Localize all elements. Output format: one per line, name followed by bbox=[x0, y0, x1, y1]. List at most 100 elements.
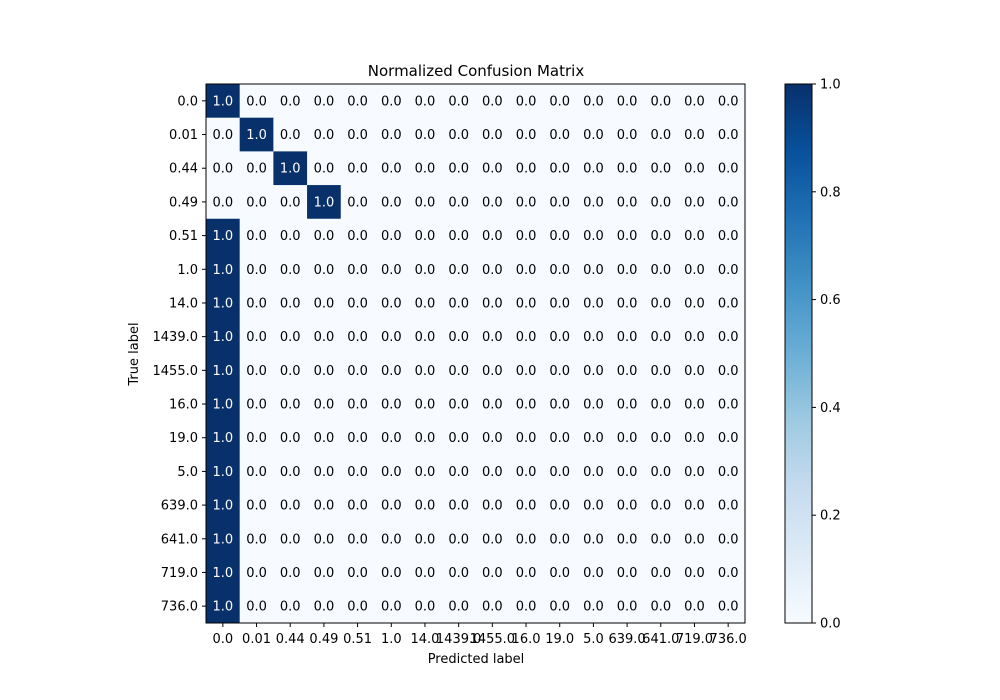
heatmap-cell bbox=[340, 521, 375, 557]
heatmap-cell-label: 0.0 bbox=[718, 431, 739, 446]
heatmap-cell-label: 0.0 bbox=[516, 296, 537, 311]
heatmap-cell bbox=[340, 488, 375, 523]
heatmap-cell bbox=[677, 252, 712, 287]
heatmap-cell-label: 0.0 bbox=[583, 229, 604, 244]
chart-title: Normalized Confusion Matrix bbox=[368, 62, 585, 80]
heatmap-cell-label: 0.0 bbox=[381, 364, 402, 379]
heatmap-cell-label: 0.0 bbox=[280, 94, 301, 109]
heatmap-cell bbox=[677, 589, 712, 624]
heatmap-cell bbox=[374, 151, 409, 186]
heatmap-cell bbox=[677, 218, 712, 253]
heatmap-cell-label: 0.0 bbox=[516, 330, 537, 345]
heatmap-cell-label: 0.0 bbox=[381, 296, 402, 311]
heatmap-cell bbox=[475, 218, 510, 253]
heatmap-cell-label: 0.0 bbox=[684, 263, 705, 278]
heatmap-cell bbox=[441, 286, 476, 321]
heatmap-cell bbox=[576, 319, 611, 354]
heatmap-cell bbox=[307, 319, 342, 354]
y-tick-label: 16.0 bbox=[169, 398, 198, 413]
heatmap-cell-label: 0.0 bbox=[583, 431, 604, 446]
y-tick-label: 0.49 bbox=[169, 195, 198, 210]
heatmap-cell bbox=[542, 420, 578, 456]
heatmap-cell bbox=[307, 420, 342, 456]
heatmap-cell bbox=[509, 218, 544, 253]
heatmap-cell-labels: 1.0 0.0 0.0 0.0 0.0 0.0 0.0 0.0 0.0 0.0 0.0 0.0 0.0 0… bbox=[213, 94, 739, 614]
heatmap-cell-label: 0.0 bbox=[617, 195, 638, 210]
heatmap-cell bbox=[475, 420, 510, 456]
heatmap-cell bbox=[273, 252, 308, 287]
x-tick-label: 1455.0 bbox=[470, 632, 516, 647]
heatmap-cell bbox=[206, 319, 241, 354]
heatmap-cell-label: 1.0 bbox=[314, 195, 335, 210]
heatmap-cell-label: 0.0 bbox=[448, 195, 469, 210]
heatmap-cell bbox=[509, 420, 544, 456]
y-tick-label: 5.0 bbox=[177, 465, 198, 480]
heatmap-cell-label: 0.0 bbox=[415, 566, 436, 581]
heatmap-cell-label: 0.0 bbox=[718, 296, 739, 311]
heatmap-cell-label: 0.0 bbox=[718, 128, 739, 143]
heatmap-cell bbox=[239, 117, 274, 152]
heatmap-cell bbox=[441, 185, 476, 220]
x-tick-label: 19.0 bbox=[545, 632, 574, 647]
heatmap-cell-label: 0.0 bbox=[718, 465, 739, 480]
heatmap-cell-label: 0.0 bbox=[549, 162, 570, 177]
heatmap-cell-label: 0.0 bbox=[415, 94, 436, 109]
heatmap-cell bbox=[441, 420, 476, 456]
heatmap-cell bbox=[475, 454, 510, 489]
heatmap-cell bbox=[643, 387, 679, 422]
heatmap-cell-label: 0.0 bbox=[314, 364, 335, 379]
heatmap-cell-label: 0.0 bbox=[415, 229, 436, 244]
heatmap-cell bbox=[441, 555, 476, 590]
heatmap-cell bbox=[441, 319, 476, 354]
heatmap-cell-label: 0.0 bbox=[482, 229, 503, 244]
heatmap-cell bbox=[408, 319, 443, 354]
heatmap-cell-label: 0.0 bbox=[617, 94, 638, 109]
heatmap-cell bbox=[542, 117, 578, 152]
heatmap-cell bbox=[307, 589, 342, 624]
colorbar-tick-label: 0.6 bbox=[820, 293, 841, 308]
heatmap-cell bbox=[643, 353, 679, 388]
heatmap-cell bbox=[206, 454, 241, 489]
heatmap-cell-label: 0.0 bbox=[617, 128, 638, 143]
heatmap-cell-label: 1.0 bbox=[213, 229, 234, 244]
heatmap-cell-label: 0.0 bbox=[482, 431, 503, 446]
colorbar bbox=[784, 83, 813, 624]
heatmap-cell-label: 0.0 bbox=[448, 600, 469, 615]
heatmap-cell bbox=[643, 84, 679, 119]
heatmap-cell-label: 0.0 bbox=[448, 398, 469, 413]
heatmap-cell bbox=[509, 353, 544, 388]
y-tick-label: 736.0 bbox=[161, 600, 198, 615]
heatmap-cell-label: 0.0 bbox=[482, 600, 503, 615]
heatmap-cell bbox=[610, 488, 645, 523]
heatmap-cell bbox=[408, 218, 443, 253]
heatmap-cell-label: 0.0 bbox=[650, 330, 671, 345]
heatmap-cell-label: 0.0 bbox=[280, 330, 301, 345]
heatmap-cell bbox=[408, 420, 443, 456]
heatmap-cell-label: 0.0 bbox=[381, 566, 402, 581]
heatmap-cell bbox=[475, 286, 510, 321]
heatmap-cell bbox=[475, 151, 510, 186]
y-tick-label: 0.51 bbox=[169, 229, 198, 244]
y-tick-label: 641.0 bbox=[161, 532, 198, 547]
heatmap-cell bbox=[677, 420, 712, 456]
heatmap-cell bbox=[542, 387, 578, 422]
heatmap-cell bbox=[542, 555, 578, 590]
heatmap-cell bbox=[374, 521, 409, 557]
heatmap-cell bbox=[340, 420, 375, 456]
x-tick-label: 736.0 bbox=[710, 632, 747, 647]
heatmap-cell bbox=[711, 454, 746, 489]
heatmap-cell bbox=[475, 353, 510, 388]
heatmap-cell-label: 0.0 bbox=[448, 128, 469, 143]
heatmap-cell bbox=[711, 353, 746, 388]
heatmap-cell bbox=[711, 319, 746, 354]
heatmap-cell bbox=[273, 353, 308, 388]
heatmap-cell-label: 0.0 bbox=[684, 330, 705, 345]
heatmap-cell bbox=[206, 185, 241, 220]
heatmap-cell-label: 0.0 bbox=[381, 263, 402, 278]
heatmap-cell-label: 0.0 bbox=[482, 364, 503, 379]
heatmap-cell-label: 0.0 bbox=[347, 330, 368, 345]
heatmap-cell-label: 0.0 bbox=[381, 431, 402, 446]
heatmap-cell bbox=[475, 252, 510, 287]
heatmap-cell bbox=[441, 454, 476, 489]
heatmap-cell-label: 0.0 bbox=[448, 465, 469, 480]
